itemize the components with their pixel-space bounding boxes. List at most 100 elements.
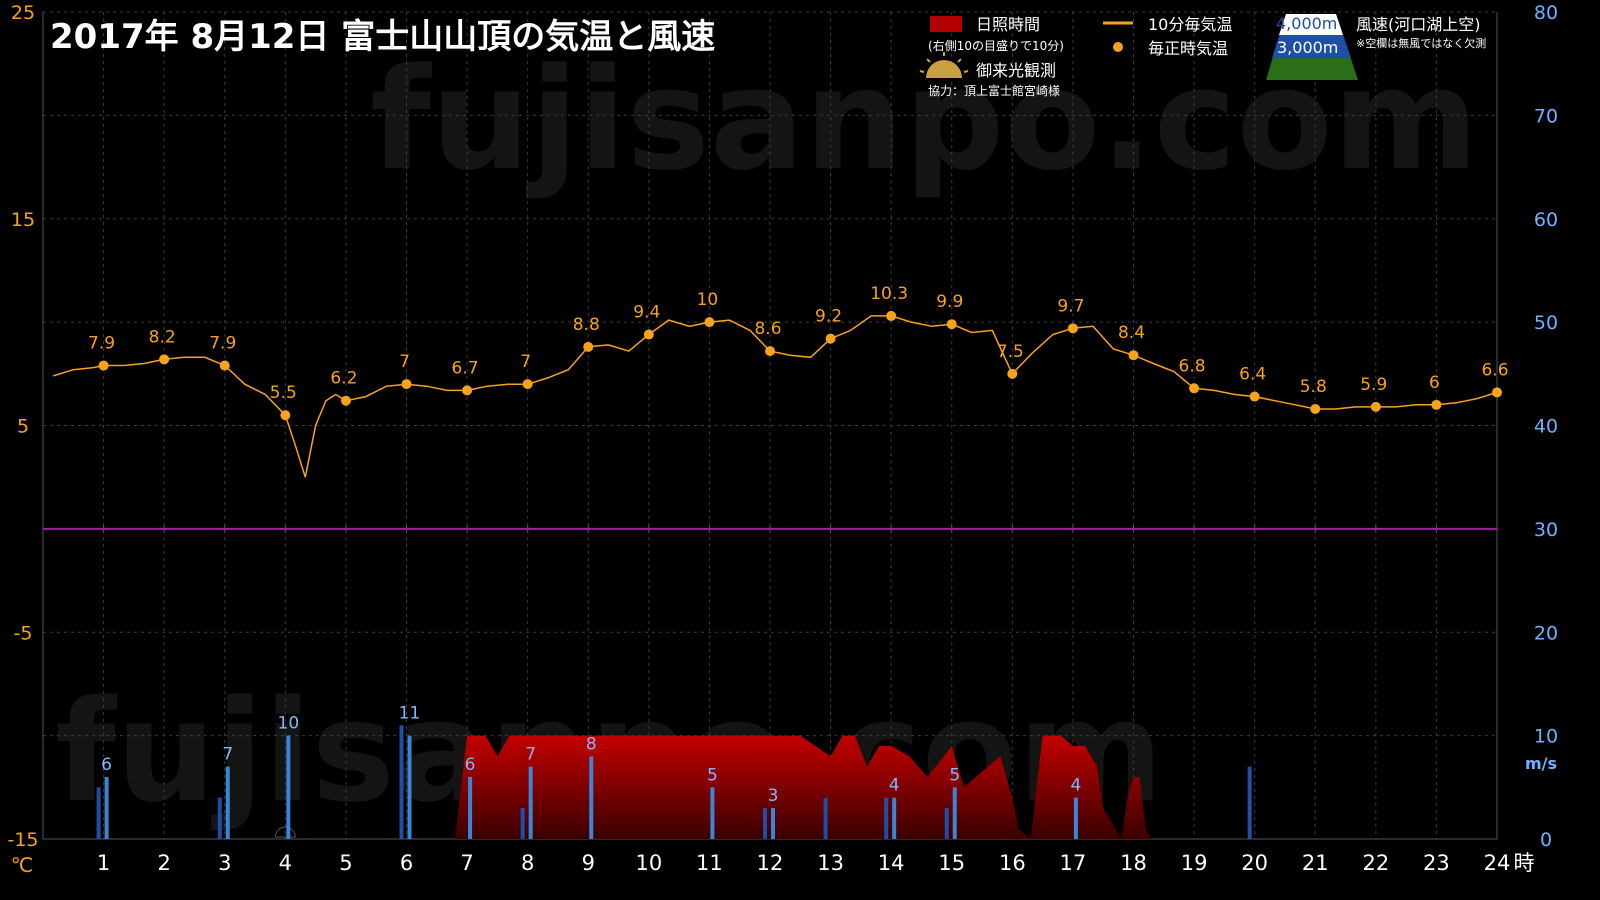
wind-bar-4000 bbox=[520, 807, 525, 839]
temp-hourly-label: 7.9 bbox=[209, 334, 236, 354]
temp-hourly-point bbox=[1067, 323, 1078, 334]
watermark-group: fujisanpo.com fujisanpo.com bbox=[55, 39, 1479, 834]
legend: 日照時間 (右側10の目盛りで10分) 10分毎気温 毎正時気温 御来光観測 協… bbox=[919, 14, 1486, 98]
legend-credit: 協力：頂上富士館宮崎様 bbox=[928, 83, 1060, 98]
x-axis-tick: 12 bbox=[757, 851, 784, 875]
temp-hourly-point bbox=[1310, 403, 1321, 414]
legend-wind-3000: 3,000m bbox=[1277, 38, 1338, 57]
wind-value-label: 6 bbox=[465, 755, 476, 775]
temp-hourly-point bbox=[643, 329, 654, 340]
right-axis-tick: 60 bbox=[1534, 209, 1558, 231]
temp-hourly-label: 10.3 bbox=[870, 284, 908, 304]
right-axis-tick: 80 bbox=[1534, 2, 1558, 24]
temp-hourly-label: 7 bbox=[399, 352, 410, 372]
temp-hourly-label: 6.2 bbox=[330, 369, 357, 389]
left-axis-tick: 15 bbox=[11, 209, 35, 231]
grid bbox=[42, 11, 1498, 840]
right-axis-unit: m/s bbox=[1525, 754, 1557, 773]
wind-bar-4000 bbox=[944, 807, 949, 839]
x-axis-tick: 17 bbox=[1060, 851, 1087, 875]
wind-value-label: 11 bbox=[399, 703, 421, 723]
temp-hourly-label: 10 bbox=[697, 290, 719, 310]
wind-bar-3000 bbox=[710, 787, 715, 839]
temp-hourly-point bbox=[462, 385, 473, 396]
wind-bars: 6 7 10 11 6 7 8 5 3 4 5 4 bbox=[96, 703, 1252, 839]
left-axis-unit: ℃ bbox=[11, 853, 33, 877]
wind-value-label: 10 bbox=[278, 714, 300, 734]
wind-bar-4000 bbox=[399, 725, 404, 839]
temp-hourly-label: 6.6 bbox=[1481, 360, 1508, 380]
left-axis-tick: -5 bbox=[14, 622, 33, 644]
wind-bar-3000 bbox=[589, 756, 594, 839]
temp-hourly-point bbox=[522, 379, 533, 390]
wind-bar-4000 bbox=[763, 807, 767, 839]
x-axis-tick: 6 bbox=[400, 851, 413, 875]
right-axis-tick: 0 bbox=[1540, 829, 1552, 851]
left-axis-tick: 5 bbox=[17, 416, 29, 438]
legend-temp10-label: 10分毎気温 bbox=[1148, 15, 1232, 34]
temp-hourly-label: 9.2 bbox=[815, 307, 842, 327]
x-axis-tick: 4 bbox=[279, 851, 292, 875]
temp-hourly-point bbox=[1370, 401, 1381, 412]
wind-bar-3000 bbox=[771, 807, 775, 839]
wind-bar-3000 bbox=[528, 766, 533, 839]
x-axis-tick: 11 bbox=[696, 851, 723, 875]
temp-hourly-label: 5.9 bbox=[1360, 375, 1387, 395]
temp-hourly-label: 7.5 bbox=[997, 342, 1024, 362]
wind-value-label: 5 bbox=[949, 765, 960, 785]
temperature-points: 7.9 8.2 7.9 5.5 6.2 7 6.7 7 8.8 9.4 10 8.6 9.2 10.3 9.… bbox=[88, 284, 1509, 421]
wind-value-label: 7 bbox=[222, 745, 233, 765]
mountain-icon bbox=[1266, 14, 1358, 80]
right-axis-tick: 30 bbox=[1534, 519, 1558, 541]
temp-hourly-point bbox=[401, 379, 412, 390]
x-axis-tick: 16 bbox=[999, 851, 1026, 875]
temp-hourly-label: 9.7 bbox=[1057, 296, 1084, 316]
wind-value-label: 8 bbox=[586, 734, 597, 754]
chart-title: 2017年 8月12日 富士山山頂の気温と風速 bbox=[50, 17, 715, 57]
wind-bar-4000 bbox=[217, 797, 222, 839]
x-axis-tick: 24 bbox=[1484, 851, 1511, 875]
temp-hourly-label: 6.4 bbox=[1239, 365, 1266, 385]
x-axis-tick: 1 bbox=[97, 851, 110, 875]
legend-wind-note: ※空欄は無風ではなく欠測 bbox=[1356, 36, 1486, 50]
temp-hourly-point bbox=[340, 395, 351, 406]
left-axis-tick: 25 bbox=[11, 2, 35, 24]
zero-line bbox=[43, 524, 1498, 533]
temperature-line bbox=[53, 315, 1498, 478]
temp-hourly-label: 8.4 bbox=[1118, 323, 1145, 343]
legend-wind-title: 風速(河口湖上空) bbox=[1356, 15, 1481, 34]
wind-value-label: 5 bbox=[707, 765, 718, 785]
wind-bar-4000 bbox=[823, 797, 828, 839]
x-axis-tick: 15 bbox=[938, 851, 965, 875]
legend-sunshine-note: (右側10の目盛りで10分) bbox=[928, 38, 1064, 53]
temp-hourly-point bbox=[946, 319, 957, 330]
legend-sunshine-label: 日照時間 bbox=[976, 15, 1040, 34]
x-axis-unit: 時 bbox=[1514, 851, 1535, 875]
temp-hourly-label: 9.9 bbox=[936, 292, 963, 312]
temp-hourly-label: 8.2 bbox=[149, 327, 176, 347]
wind-value-label: 3 bbox=[768, 786, 779, 806]
temp-hourly-label: 5.8 bbox=[1300, 377, 1327, 397]
left-axis-tick: -15 bbox=[7, 829, 38, 851]
legend-temp-hourly-label: 毎正時気温 bbox=[1148, 39, 1228, 58]
right-axis-tick: 20 bbox=[1534, 622, 1558, 644]
temp-hourly-swatch bbox=[1113, 42, 1123, 52]
x-axis-tick: 9 bbox=[582, 851, 595, 875]
temp-hourly-point bbox=[1128, 350, 1139, 361]
wind-bar-3000 bbox=[407, 735, 412, 839]
temp-hourly-label: 8.6 bbox=[754, 319, 781, 339]
x-axis-tick: 18 bbox=[1120, 851, 1147, 875]
wind-value-label: 7 bbox=[525, 745, 536, 765]
temp-10min-line bbox=[53, 315, 1498, 478]
temp-hourly-label: 6.8 bbox=[1179, 356, 1206, 376]
wind-bar-3000 bbox=[892, 797, 897, 839]
temp-hourly-label: 6.7 bbox=[452, 358, 479, 378]
wind-bar-3000 bbox=[468, 776, 473, 839]
temp-hourly-point bbox=[159, 354, 170, 365]
wind-value-label: 4 bbox=[1071, 776, 1082, 796]
temp-hourly-label: 8.8 bbox=[573, 315, 600, 335]
wind-bar-3000 bbox=[104, 776, 109, 839]
x-axis-tick: 8 bbox=[521, 851, 534, 875]
x-axis-tick: 23 bbox=[1423, 851, 1450, 875]
